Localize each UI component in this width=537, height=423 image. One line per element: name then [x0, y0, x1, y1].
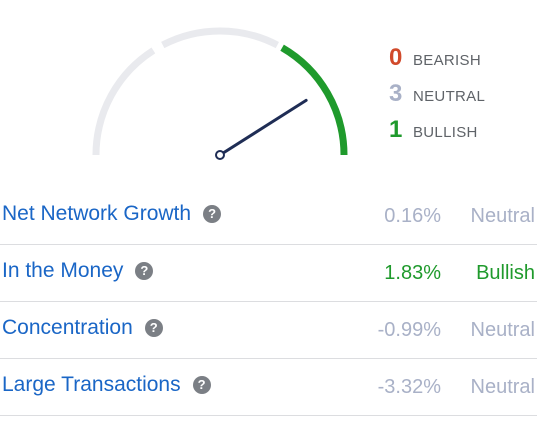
- indicator-signal: Neutral: [470, 376, 535, 398]
- legend-item-bearish: 0 BEARISH: [389, 44, 485, 80]
- indicator-label: Concentration: [2, 316, 133, 339]
- indicator-signal: Bullish: [476, 262, 535, 284]
- indicator-row-concentration: Concentration ? -0.99% Neutral: [0, 302, 537, 359]
- sentiment-gauge-panel: 0 BEARISH 3 NEUTRAL 1 BULLISH: [0, 0, 537, 180]
- gauge-arc-bullish: [280, 44, 348, 156]
- indicator-row-net-network-growth: Net Network Growth ? 0.16% Neutral: [0, 188, 537, 245]
- question-circle-icon[interactable]: ?: [192, 376, 211, 394]
- question-circle-icon[interactable]: ?: [144, 319, 163, 337]
- legend-label-neutral: NEUTRAL: [413, 88, 486, 105]
- question-circle-icon[interactable]: ?: [135, 262, 154, 280]
- indicator-link-net-network-growth[interactable]: Net Network Growth ?: [2, 202, 222, 226]
- legend-item-neutral: 3 NEUTRAL: [389, 80, 485, 116]
- indicator-value: -3.32%: [377, 376, 441, 398]
- gauge-needle-pivot: [215, 150, 225, 160]
- indicator-link-in-the-money[interactable]: In the Money ?: [2, 259, 154, 283]
- sentiment-gauge: [92, 27, 348, 160]
- indicator-label: Large Transactions: [2, 373, 181, 396]
- indicator-link-concentration[interactable]: Concentration ?: [2, 316, 163, 340]
- indicator-link-large-transactions[interactable]: Large Transactions ?: [2, 373, 211, 397]
- gauge-needle: [218, 98, 308, 157]
- gauge-arc-neutral: [161, 27, 279, 49]
- indicator-value: 1.83%: [384, 262, 441, 284]
- indicator-row-in-the-money: In the Money ? 1.83% Bullish: [0, 245, 537, 302]
- indicator-label: Net Network Growth: [2, 202, 192, 225]
- indicator-signal: Neutral: [470, 319, 535, 341]
- indicator-row-large-transactions: Large Transactions ? -3.32% Neutral: [0, 359, 537, 416]
- legend-count-bearish: 0: [389, 44, 403, 71]
- indicator-signal: Neutral: [470, 205, 535, 227]
- legend-item-bullish: 1 BULLISH: [389, 116, 485, 152]
- sentiment-legend: 0 BEARISH 3 NEUTRAL 1 BULLISH: [389, 44, 485, 152]
- legend-count-neutral: 3: [389, 80, 403, 107]
- legend-label-bullish: BULLISH: [413, 124, 478, 141]
- indicator-value: -0.99%: [377, 319, 441, 341]
- indicator-value: 0.16%: [384, 205, 441, 227]
- legend-label-bearish: BEARISH: [413, 52, 481, 69]
- question-circle-icon[interactable]: ?: [203, 205, 222, 223]
- indicator-label: In the Money: [2, 259, 124, 282]
- indicator-list: Net Network Growth ? 0.16% Neutral In th…: [0, 188, 537, 416]
- gauge-arc-bearish: [92, 47, 156, 156]
- legend-count-bullish: 1: [389, 116, 403, 143]
